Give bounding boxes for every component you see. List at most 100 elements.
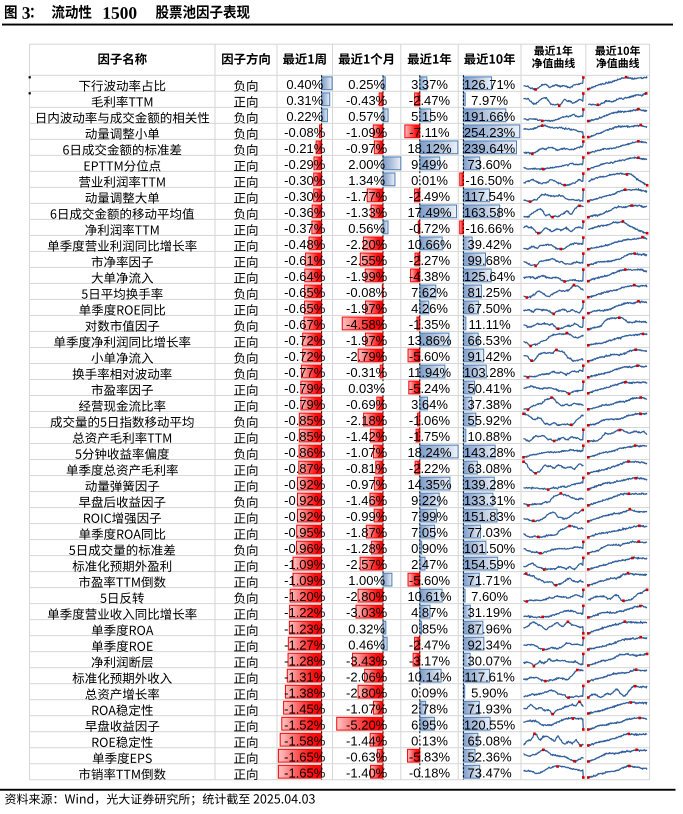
svg-text:-1.20%: -1.20% [284, 589, 326, 604]
svg-text:73.47%: 73.47% [468, 765, 513, 780]
svg-text:-0.72%: -0.72% [409, 221, 451, 236]
svg-text:-2.47%: -2.47% [409, 93, 451, 108]
svg-text:117.54%: 117.54% [464, 189, 515, 204]
svg-text:-1.42%: -1.42% [346, 429, 388, 444]
svg-text:-0.72%: -0.72% [284, 333, 326, 348]
svg-text:254.23%: 254.23% [464, 125, 516, 140]
svg-text:-0.92%: -0.92% [284, 509, 326, 524]
svg-text:0.13%: 0.13% [411, 733, 448, 748]
svg-text:0.56%: 0.56% [348, 221, 385, 236]
svg-text:7.62%: 7.62% [411, 285, 448, 300]
svg-text:239.64%: 239.64% [464, 141, 516, 156]
svg-text:120.55%: 120.55% [464, 717, 516, 732]
svg-text:71.93%: 71.93% [468, 701, 513, 716]
svg-text:9.49%: 9.49% [411, 157, 448, 172]
svg-text:73.60%: 73.60% [468, 157, 513, 172]
svg-text:91.42%: 91.42% [468, 349, 513, 364]
svg-text:-0.48%: -0.48% [284, 237, 326, 252]
svg-text:7.05%: 7.05% [411, 525, 448, 540]
svg-text:-1.52%: -1.52% [284, 717, 326, 732]
svg-text:17.49%: 17.49% [407, 205, 452, 220]
svg-text:-1.45%: -1.45% [284, 701, 326, 716]
svg-text:-4.38%: -4.38% [409, 269, 451, 284]
svg-text:-0.72%: -0.72% [284, 349, 326, 364]
svg-text:0.32%: 0.32% [348, 621, 385, 636]
svg-text:-0.87%: -0.87% [284, 461, 326, 476]
svg-text:6.95%: 6.95% [411, 717, 448, 732]
svg-text:-1.27%: -1.27% [284, 637, 326, 652]
svg-text:-0.97%: -0.97% [346, 477, 388, 492]
svg-text:31.19%: 31.19% [468, 605, 513, 620]
svg-text:0.01%: 0.01% [411, 173, 448, 188]
svg-text:2.78%: 2.78% [411, 701, 448, 716]
svg-text:-1.75%: -1.75% [409, 429, 451, 444]
svg-text:-1.46%: -1.46% [346, 493, 388, 508]
svg-text:-2.20%: -2.20% [346, 237, 388, 252]
svg-text:30.07%: 30.07% [468, 653, 513, 668]
svg-text:-2.18%: -2.18% [346, 413, 388, 428]
svg-text:2.00%: 2.00% [348, 157, 385, 172]
svg-text:66.53%: 66.53% [468, 333, 513, 348]
svg-text:-1.06%: -1.06% [409, 413, 451, 428]
svg-text:99.68%: 99.68% [468, 253, 513, 268]
svg-text:81.25%: 81.25% [468, 285, 513, 300]
svg-text:-0.31%: -0.31% [346, 365, 388, 380]
svg-text:0.25%: 0.25% [348, 77, 385, 92]
svg-text:-0.97%: -0.97% [346, 141, 388, 156]
svg-text:-4.58%: -4.58% [346, 317, 388, 332]
svg-text:151.83%: 151.83% [464, 509, 516, 524]
svg-text:-0.85%: -0.85% [284, 429, 326, 444]
svg-text:77.03%: 77.03% [468, 525, 513, 540]
svg-text:0.46%: 0.46% [348, 637, 385, 652]
svg-text:-0.95%: -0.95% [284, 525, 326, 540]
svg-text:-0.08%: -0.08% [284, 125, 326, 140]
svg-text:0.85%: 0.85% [411, 621, 448, 636]
svg-text:-0.18%: -0.18% [409, 765, 451, 780]
svg-text:-0.08%: -0.08% [346, 285, 388, 300]
svg-text:-0.29%: -0.29% [284, 157, 326, 172]
svg-text:-5.60%: -5.60% [409, 573, 451, 588]
svg-text:-0.67%: -0.67% [284, 317, 326, 332]
svg-text:0.31%: 0.31% [286, 93, 323, 108]
svg-text:-1.97%: -1.97% [346, 301, 388, 316]
svg-text:50.41%: 50.41% [468, 381, 513, 396]
svg-text:-1.65%: -1.65% [284, 749, 326, 764]
svg-text:-0.43%: -0.43% [346, 93, 388, 108]
svg-text:1.34%: 1.34% [348, 173, 385, 188]
svg-text:55.92%: 55.92% [468, 413, 513, 428]
svg-text:-2.55%: -2.55% [346, 253, 388, 268]
svg-text:-1.09%: -1.09% [284, 557, 326, 572]
svg-text:-2.80%: -2.80% [346, 589, 388, 604]
svg-text:9.22%: 9.22% [411, 493, 448, 508]
svg-text:-1.22%: -1.22% [284, 605, 326, 620]
svg-text:67.50%: 67.50% [468, 301, 513, 316]
svg-text:-1.58%: -1.58% [284, 733, 326, 748]
svg-text:101.50%: 101.50% [464, 541, 516, 556]
svg-text:-5.83%: -5.83% [409, 749, 451, 764]
svg-text:191.66%: 191.66% [464, 109, 516, 124]
svg-text:11.94%: 11.94% [408, 365, 452, 380]
svg-text:18.12%: 18.12% [407, 141, 452, 156]
svg-text:-0.30%: -0.30% [284, 189, 326, 204]
svg-text:-3.17%: -3.17% [409, 653, 451, 668]
svg-text:2.47%: 2.47% [411, 557, 448, 572]
svg-text:0.09%: 0.09% [411, 685, 448, 700]
svg-text:-0.85%: -0.85% [284, 413, 326, 428]
svg-text:0.40%: 0.40% [286, 77, 323, 92]
svg-text:-0.96%: -0.96% [284, 541, 326, 556]
svg-text:-0.79%: -0.79% [284, 381, 326, 396]
svg-text:-2.27%: -2.27% [409, 253, 451, 268]
svg-text:-2.57%: -2.57% [346, 557, 388, 572]
svg-text:126.71%: 126.71% [464, 77, 516, 92]
svg-text:-1.28%: -1.28% [346, 541, 388, 556]
svg-text:-0.81%: -0.81% [346, 461, 388, 476]
svg-text:-2.22%: -2.22% [409, 461, 451, 476]
svg-text:-1.07%: -1.07% [346, 701, 388, 716]
svg-text:13.86%: 13.86% [407, 333, 452, 348]
svg-text:10.14%: 10.14% [407, 669, 452, 684]
svg-text:-1.44%: -1.44% [346, 733, 388, 748]
svg-text:65.08%: 65.08% [468, 733, 513, 748]
svg-text:-3.03%: -3.03% [346, 605, 388, 620]
svg-text:-1.40%: -1.40% [346, 765, 388, 780]
svg-text:3.37%: 3.37% [411, 77, 448, 92]
